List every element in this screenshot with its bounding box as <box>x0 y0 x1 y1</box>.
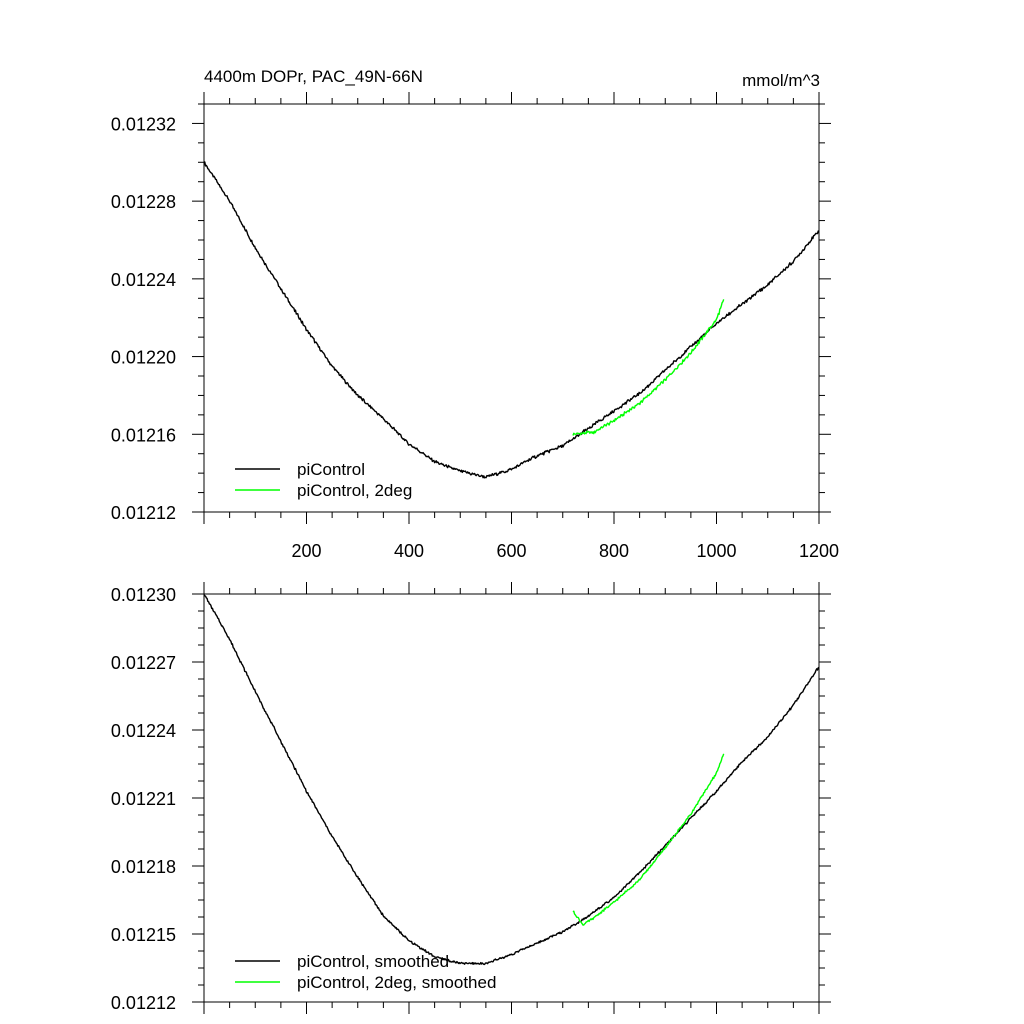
legend-label-picontrol: piControl <box>297 460 365 479</box>
top-panel-title: 4400m DOPr, PAC_49N-66N <box>204 67 423 86</box>
x-tick-label: 800 <box>599 541 629 561</box>
bottom-panel-ticks: 0.01212 0.01215 0.01218 0.01221 0.01224 0.012… <box>111 582 831 1014</box>
y-tick-label: 0.01216 <box>111 425 176 445</box>
y-tick-label: 0.01230 <box>111 585 176 605</box>
top-panel-series <box>203 161 820 479</box>
top-plot-frame <box>203 103 820 513</box>
series-line-picontrol-2deg <box>572 299 725 436</box>
bottom-panel: 0.01212 0.01215 0.01218 0.01221 0.01224 0.012… <box>111 582 831 1014</box>
y-tick-label: 0.01228 <box>111 192 176 212</box>
x-tick-label: 600 <box>496 541 526 561</box>
bottom-panel-series <box>203 594 820 966</box>
bottom-plot-frame <box>203 593 820 1003</box>
y-tick-label: 0.01218 <box>111 857 176 877</box>
x-tick-label: 200 <box>291 541 321 561</box>
y-tick-label: 0.01220 <box>111 348 176 368</box>
x-tick-label: 400 <box>394 541 424 561</box>
y-tick-label: 0.01224 <box>111 721 176 741</box>
y-tick-label: 0.01224 <box>111 270 176 290</box>
y-tick-label: 0.01212 <box>111 503 176 523</box>
top-panel: 4400m DOPr, PAC_49N-66N mmol/m^3 200 400 6… <box>111 67 839 561</box>
legend-label-picontrol-2deg-smoothed: piControl, 2deg, smoothed <box>297 973 496 992</box>
y-tick-label: 0.01227 <box>111 653 176 673</box>
series-line-picontrol-smoothed <box>203 594 820 966</box>
legend-label-picontrol-2deg: piControl, 2deg <box>297 481 412 500</box>
top-panel-legend: piControl piControl, 2deg <box>235 460 412 500</box>
bottom-panel-legend: piControl, smoothed piControl, 2deg, smo… <box>235 952 496 992</box>
y-tick-label: 0.01215 <box>111 925 176 945</box>
y-tick-label: 0.01221 <box>111 789 176 809</box>
y-tick-label: 0.01212 <box>111 993 176 1013</box>
x-tick-label: 1000 <box>696 541 736 561</box>
top-panel-units: mmol/m^3 <box>742 71 820 90</box>
y-tick-label: 0.01232 <box>111 114 176 134</box>
x-tick-label: 1200 <box>799 541 839 561</box>
top-panel-ticks: 200 400 600 800 1000 1200 0.01212 0.01216 0.0122… <box>111 92 839 561</box>
series-line-picontrol <box>203 161 820 479</box>
legend-label-picontrol-smoothed: piControl, smoothed <box>297 952 449 971</box>
series-line-picontrol-2deg-smoothed <box>572 753 725 926</box>
